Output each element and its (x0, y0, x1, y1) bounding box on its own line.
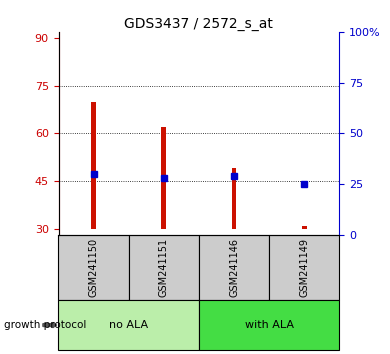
Bar (269, 235, 339, 300)
Bar (302, 225, 307, 229)
Bar (199, 300, 339, 350)
Text: no ALA: no ALA (109, 320, 148, 330)
Bar (199, 235, 269, 300)
Text: GSM241150: GSM241150 (89, 238, 99, 297)
Bar (232, 169, 236, 229)
Title: GDS3437 / 2572_s_at: GDS3437 / 2572_s_at (124, 17, 273, 31)
Bar (129, 235, 199, 300)
Bar (58, 300, 199, 350)
Text: with ALA: with ALA (245, 320, 294, 330)
Text: growth protocol: growth protocol (4, 320, 86, 330)
Bar (91, 102, 96, 229)
Text: GSM241151: GSM241151 (159, 238, 169, 297)
Bar (161, 127, 166, 229)
Bar (58, 235, 129, 300)
Text: GSM241146: GSM241146 (229, 238, 239, 297)
Text: GSM241149: GSM241149 (299, 238, 309, 297)
